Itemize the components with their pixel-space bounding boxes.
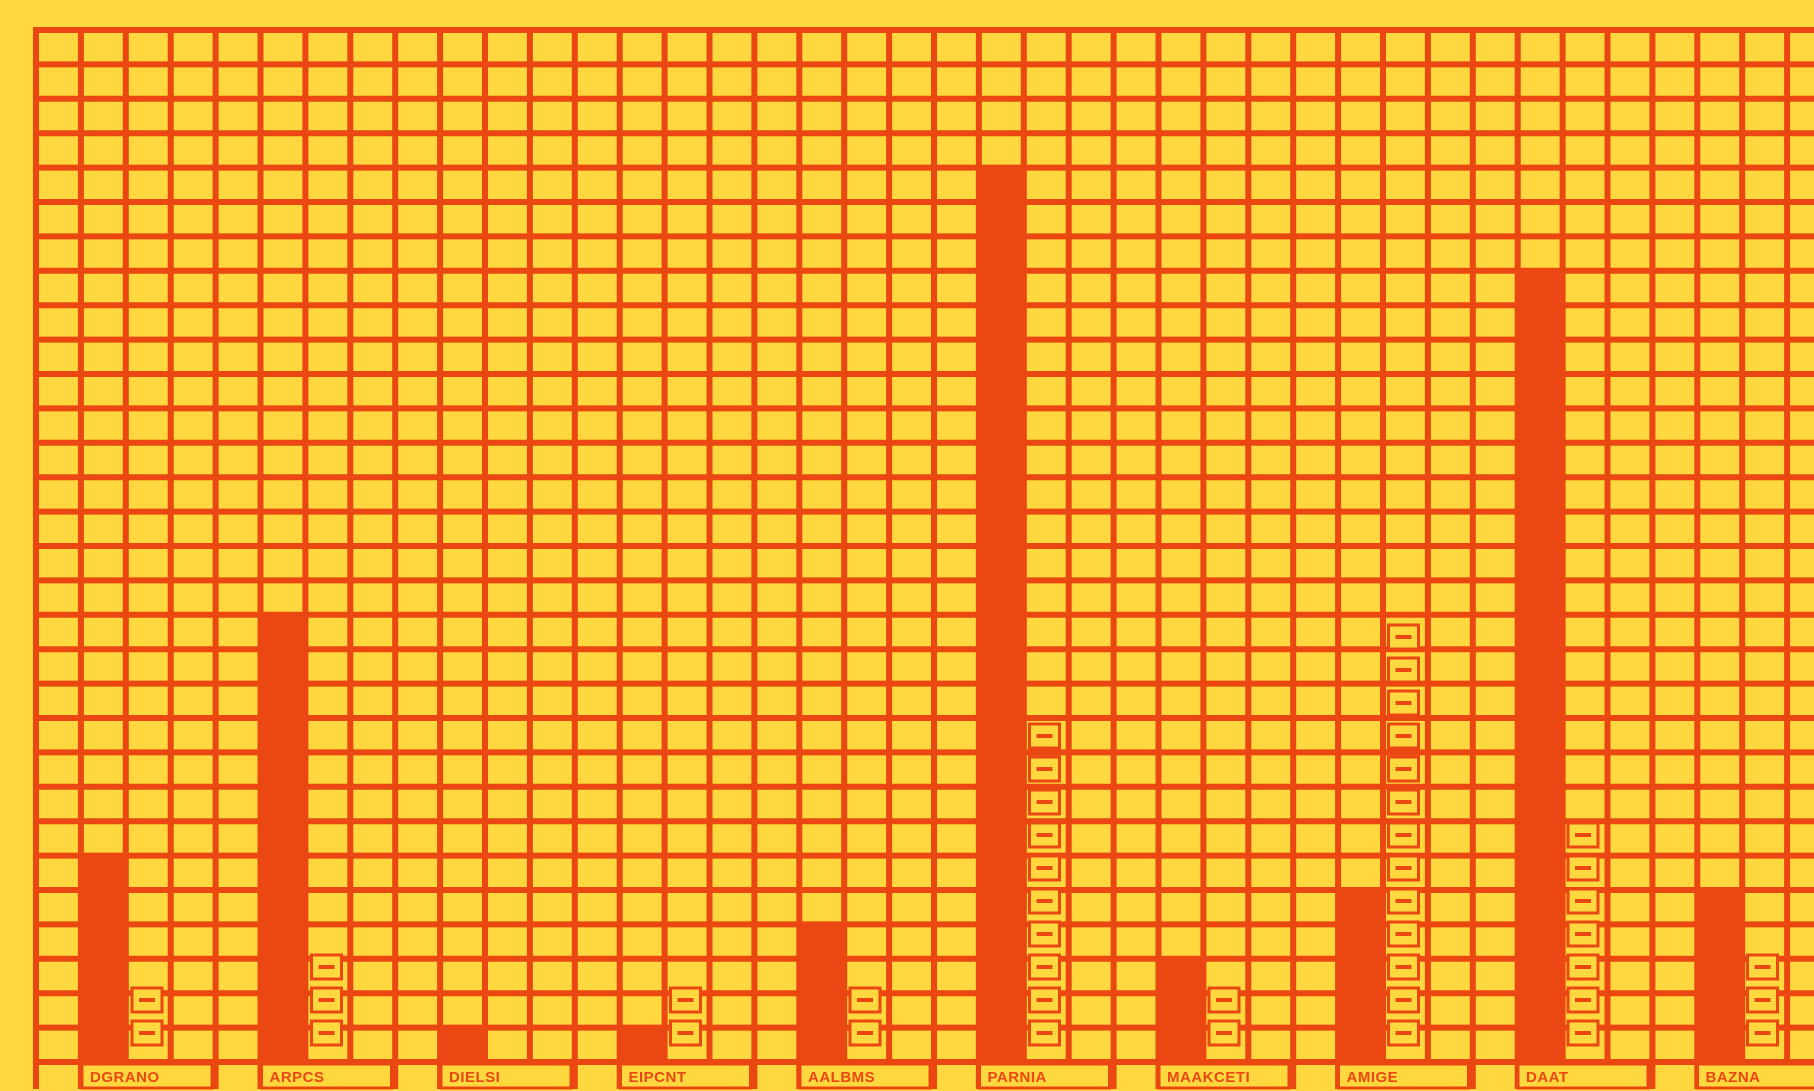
category-label-arpcs: ARPCS — [270, 1069, 325, 1086]
category-label-plate — [260, 1062, 393, 1090]
category-label-maakceti: MAAKCETI — [1167, 1069, 1250, 1086]
bar-marker — [1207, 986, 1241, 1014]
category-label-parnia: PARNIA — [988, 1069, 1047, 1086]
bar-marker — [1746, 953, 1779, 981]
bar-marker — [1566, 953, 1600, 981]
chart-bars — [80, 167, 1742, 1063]
bar-bazna — [1695, 890, 1742, 1062]
bar-amige — [1336, 890, 1383, 1062]
bar-aalbms — [798, 924, 844, 1062]
bar-marker — [1566, 887, 1600, 915]
bar-marker — [310, 986, 343, 1014]
category-label-plate — [1337, 1062, 1470, 1090]
bar-marker — [1387, 953, 1420, 981]
bar-dgrano — [80, 855, 126, 1062]
bar-marker — [1746, 986, 1779, 1014]
chart-category-labels: DGRANO ARPCS DIELSI EIPCNT AALBMS PARNIA MAAKC… — [80, 1062, 1814, 1090]
category-label-plate — [1696, 1062, 1814, 1090]
bar-parnia — [977, 167, 1024, 1063]
bar-marker — [1207, 1019, 1241, 1047]
bar-dielsi — [439, 1027, 485, 1062]
bar-marker — [1028, 755, 1061, 783]
bar-marker — [130, 1019, 164, 1047]
category-label-plate — [978, 1062, 1111, 1090]
bar-marker — [848, 1019, 882, 1047]
chart-markers — [130, 623, 1779, 1047]
bar-marker — [1387, 722, 1420, 750]
category-label-plate — [619, 1062, 752, 1090]
category-label-dielsi: DIELSI — [449, 1069, 500, 1086]
bar-marker — [1566, 986, 1600, 1014]
bar-marker — [1387, 623, 1420, 651]
bar-marker — [1566, 920, 1600, 948]
bar-marker — [1028, 1019, 1061, 1047]
bar-marker — [1746, 1019, 1779, 1047]
bar-daat — [1516, 270, 1562, 1062]
bar-marker — [1387, 821, 1420, 849]
bar-marker — [1566, 854, 1600, 882]
category-label-amige: AMIGE — [1347, 1069, 1399, 1086]
bar-marker — [1387, 920, 1420, 948]
bar-marker — [1028, 788, 1061, 816]
bar-marker — [1028, 821, 1061, 849]
bar-marker — [1028, 722, 1061, 750]
bar-marker — [1387, 755, 1420, 783]
category-label-daat: DAAT — [1526, 1069, 1569, 1086]
bar-marker — [1387, 1019, 1420, 1047]
bar-marker — [1387, 854, 1420, 882]
bar-marker — [669, 986, 702, 1014]
category-label-plate — [798, 1062, 932, 1090]
bar-marker — [1387, 689, 1420, 717]
bar-marker — [1387, 887, 1420, 915]
bar-marker — [1387, 788, 1420, 816]
bar-arpcs — [259, 614, 306, 1062]
bar-marker — [669, 1019, 702, 1047]
bar-marker — [1028, 986, 1061, 1014]
category-label-plate — [80, 1062, 214, 1090]
category-label-dgrano: DGRANO — [90, 1069, 160, 1086]
bar-maakceti — [1157, 958, 1203, 1062]
bar-marker — [310, 953, 343, 981]
bar-marker — [1387, 656, 1420, 684]
bar-marker — [1028, 953, 1061, 981]
bar-marker — [310, 1019, 343, 1047]
category-label-bazna: BAZNA — [1706, 1069, 1761, 1086]
bar-eipcnt — [618, 1027, 665, 1062]
category-label-aalbms: AALBMS — [808, 1069, 875, 1086]
bar-marker — [1566, 1019, 1600, 1047]
bar-marker — [1028, 920, 1061, 948]
category-label-plate — [1157, 1062, 1291, 1090]
bar-marker — [848, 986, 882, 1014]
bar-marker — [1566, 821, 1600, 849]
category-label-eipcnt: EIPCNT — [629, 1069, 687, 1086]
bar-marker — [130, 986, 164, 1014]
bar-marker — [1028, 887, 1061, 915]
category-label-plate — [1516, 1062, 1650, 1090]
bar-marker — [1028, 854, 1061, 882]
bar-marker — [1387, 986, 1420, 1014]
category-label-plate — [439, 1062, 573, 1090]
